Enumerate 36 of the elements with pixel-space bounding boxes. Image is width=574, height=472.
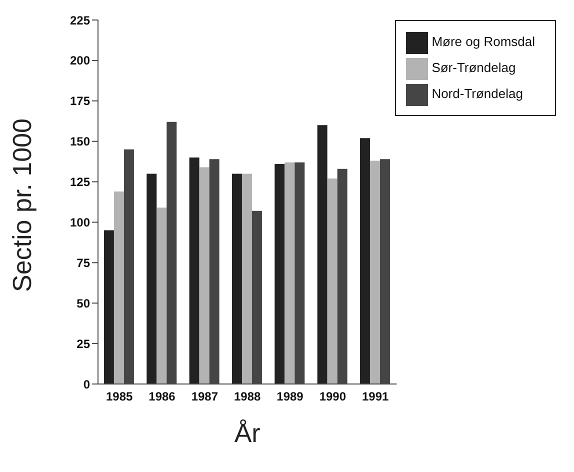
legend-label: Møre og Romsdal [432,34,535,49]
y-tick-label: 75 [76,256,90,270]
y-tick-label: 175 [70,94,90,108]
bar [189,158,200,384]
y-tick-label: 50 [76,296,90,310]
y-axis-title: Sectio pr. 1000 [7,118,38,292]
bar [284,162,295,384]
bar [317,125,328,384]
bar [146,174,157,384]
y-tick-label: 125 [70,175,90,190]
x-axis-title: År [234,418,261,448]
bar [274,164,285,384]
y-tick-label: 225 [70,13,90,28]
x-tick-label: 1990 [319,390,346,404]
bar [104,230,114,384]
x-tick-label: 1986 [148,390,176,404]
y-tick-label: 100 [70,215,90,230]
x-tick-label: 1988 [234,390,262,404]
x-tick-label: 1987 [191,390,218,404]
bar [156,208,167,384]
bar [360,138,370,384]
bar [327,178,338,384]
y-tick-label: 150 [70,134,90,149]
x-tick-label: 1985 [106,390,134,404]
bar [199,167,210,384]
legend-label: Sør-Trøndelag [432,60,516,75]
bar [114,191,124,384]
bar [370,160,380,384]
y-tick-label: 0 [83,377,90,392]
bar [242,174,252,384]
x-tick-label: 1991 [362,390,390,404]
legend-label: Nord-Trøndelag [432,86,523,101]
x-tick-label: 1989 [276,390,304,404]
y-tick-label: 200 [70,54,90,68]
y-tick-label: 25 [76,336,90,351]
bar [232,174,242,384]
